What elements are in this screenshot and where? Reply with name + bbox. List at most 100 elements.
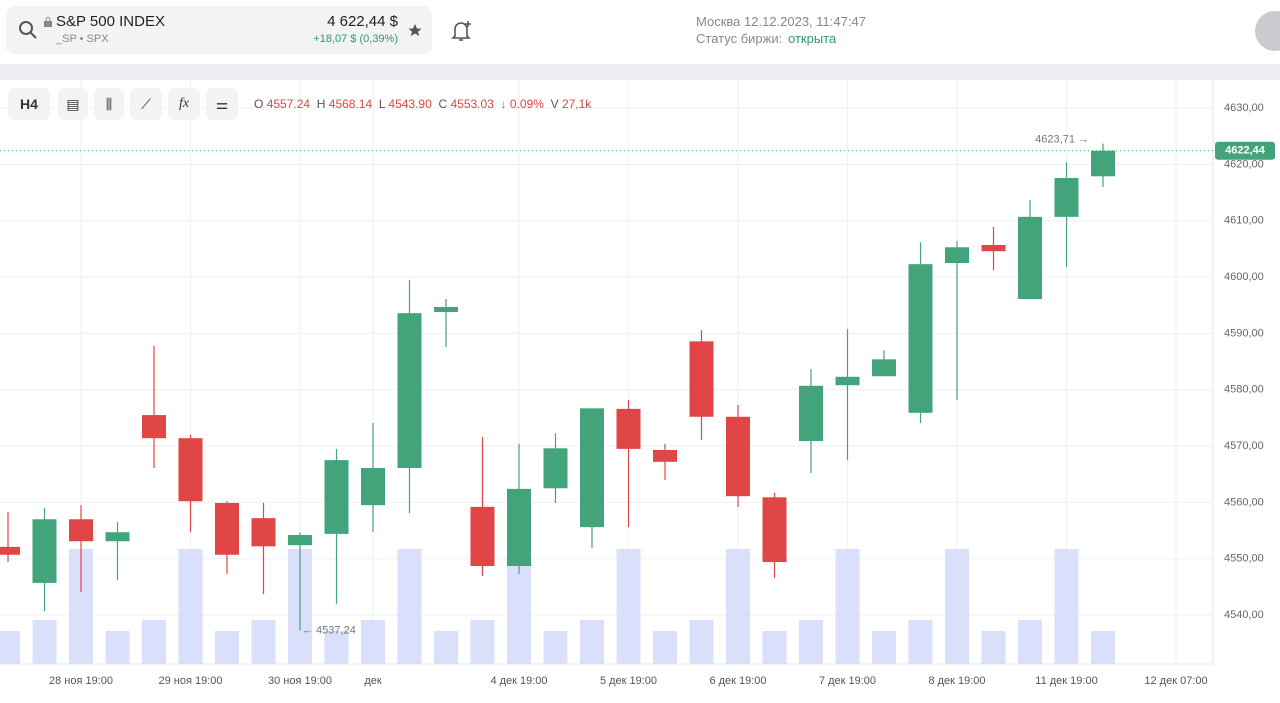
low-marker: ← 4537,24 — [302, 624, 356, 636]
candle-body — [288, 535, 312, 546]
top-bar: S&P 500 INDEX _SP • SPX 4 622,44 $ +18,0… — [0, 0, 1280, 64]
legend-value: 4553.03 — [450, 97, 494, 111]
y-tick-label: 4590,00 — [1224, 327, 1264, 339]
location-time: Москва 12.12.2023, 11:47:47 — [696, 14, 866, 29]
x-tick-label: 11 дек 19:00 — [1035, 675, 1097, 687]
x-tick-label: 7 дек 19:00 — [819, 675, 876, 687]
volume-bar — [543, 631, 568, 664]
candle-body — [324, 460, 349, 534]
candle-body — [762, 497, 787, 563]
last-price-tag — [1215, 141, 1275, 160]
volume-bar — [981, 631, 1006, 664]
volume-bar — [215, 631, 239, 664]
settings-button[interactable]: ⚌ — [206, 88, 238, 120]
price-change: +18,07 $ (0,39%) — [313, 33, 398, 45]
search-icon — [19, 21, 37, 39]
candle-body — [1054, 177, 1079, 217]
volume-bar — [799, 619, 823, 664]
legend-key: L — [378, 97, 386, 111]
y-tick-label: 4580,00 — [1224, 384, 1264, 396]
candle-body — [215, 502, 239, 555]
x-tick-label: 5 дек 19:00 — [600, 675, 657, 687]
legend-key: C — [438, 97, 448, 111]
volume-bar — [726, 549, 750, 664]
volume-bar — [434, 631, 458, 664]
exchange-status: открыта — [788, 31, 837, 46]
indicators-button[interactable]: fx — [168, 88, 200, 120]
alert-bell[interactable] — [450, 18, 474, 44]
chart-type-button[interactable]: ⫼ — [94, 88, 124, 120]
volume-bar — [1018, 619, 1042, 664]
candle-body — [178, 438, 203, 502]
legend-key: V — [550, 97, 559, 111]
x-tick-label: 12 дек 07:00 — [1144, 675, 1207, 687]
instrument-name: S&P 500 INDEX — [56, 13, 165, 30]
legend-value: 27,1k — [561, 97, 592, 111]
price: 4 622,44 $ — [327, 13, 398, 30]
x-tick-label: 28 ноя 19:00 — [49, 675, 113, 687]
y-tick-label: 4610,00 — [1224, 215, 1264, 227]
high-marker: 4623,71 → — [1035, 133, 1089, 145]
y-tick-label: 4620,00 — [1224, 158, 1264, 170]
candle-body — [653, 449, 677, 462]
volume-bar — [470, 619, 495, 664]
favorite-star[interactable] — [408, 23, 422, 37]
volume-bar — [1054, 549, 1079, 664]
candle-body — [835, 376, 860, 386]
legend-change: ↓ 0.09% — [500, 97, 544, 111]
volume-bar — [397, 549, 422, 664]
exchange-status-label: Статус биржи: — [696, 31, 783, 46]
candle-body — [361, 468, 385, 506]
separator — [0, 64, 1280, 80]
volume-bar — [1091, 631, 1115, 664]
candle-body — [397, 313, 422, 469]
candle-body — [872, 359, 896, 377]
candle-body — [1018, 216, 1042, 300]
volume-bar — [0, 631, 20, 664]
candle-body — [543, 448, 568, 489]
candle-body — [689, 341, 714, 417]
candle-body — [1091, 150, 1115, 177]
tool-button[interactable]: ▤ — [58, 88, 88, 120]
candle-body — [470, 506, 495, 567]
volume-bar — [324, 631, 349, 664]
candle-body — [981, 245, 1006, 252]
avatar[interactable] — [1255, 11, 1280, 51]
x-tick-label: 8 дек 19:00 — [928, 675, 985, 687]
y-tick-label: 4600,00 — [1224, 271, 1264, 283]
candle-body — [142, 415, 166, 439]
interval-button[interactable]: H4 — [8, 88, 50, 120]
candle-body — [726, 416, 750, 497]
chart: 4540,00 4550,00 4560,00 4570,00 4580,00 4590,… — [0, 80, 1280, 703]
volume-bar — [762, 631, 787, 664]
volume-bar — [945, 549, 969, 664]
volume-bar — [580, 619, 604, 664]
candle-body — [32, 519, 57, 583]
candle-body — [580, 408, 604, 528]
volume-bar — [908, 619, 933, 664]
x-tick-label: 30 ноя 19:00 — [268, 675, 332, 687]
y-tick-label: 4630,00 — [1224, 102, 1264, 114]
lock-icon — [44, 17, 52, 27]
y-tick-label: 4570,00 — [1224, 440, 1264, 452]
volume-bar — [872, 631, 896, 664]
ohlc-legend: O 4557.24 H 4568.14 L 4543.90 C 4553.03 … — [254, 97, 591, 111]
candle-body — [616, 408, 641, 449]
volume-bar — [653, 631, 677, 664]
ticker: _SP • SPX — [56, 33, 109, 45]
candle-body — [799, 385, 823, 441]
legend-value: 4568.14 — [328, 97, 373, 111]
last-price-label: 4622,44 — [1225, 145, 1266, 157]
candle-body — [507, 488, 531, 567]
legend-key: H — [316, 97, 326, 111]
volume-bar — [105, 631, 130, 664]
volume-bar — [616, 549, 641, 664]
y-tick-label: 4560,00 — [1224, 496, 1264, 508]
candle-body — [0, 546, 20, 555]
instrument-search[interactable]: S&P 500 INDEX _SP • SPX 4 622,44 $ +18,0… — [6, 6, 432, 54]
volume-bar — [32, 619, 57, 664]
volume-bar — [689, 619, 714, 664]
draw-button[interactable]: ⟋ — [130, 88, 162, 120]
candle-body — [908, 264, 933, 413]
